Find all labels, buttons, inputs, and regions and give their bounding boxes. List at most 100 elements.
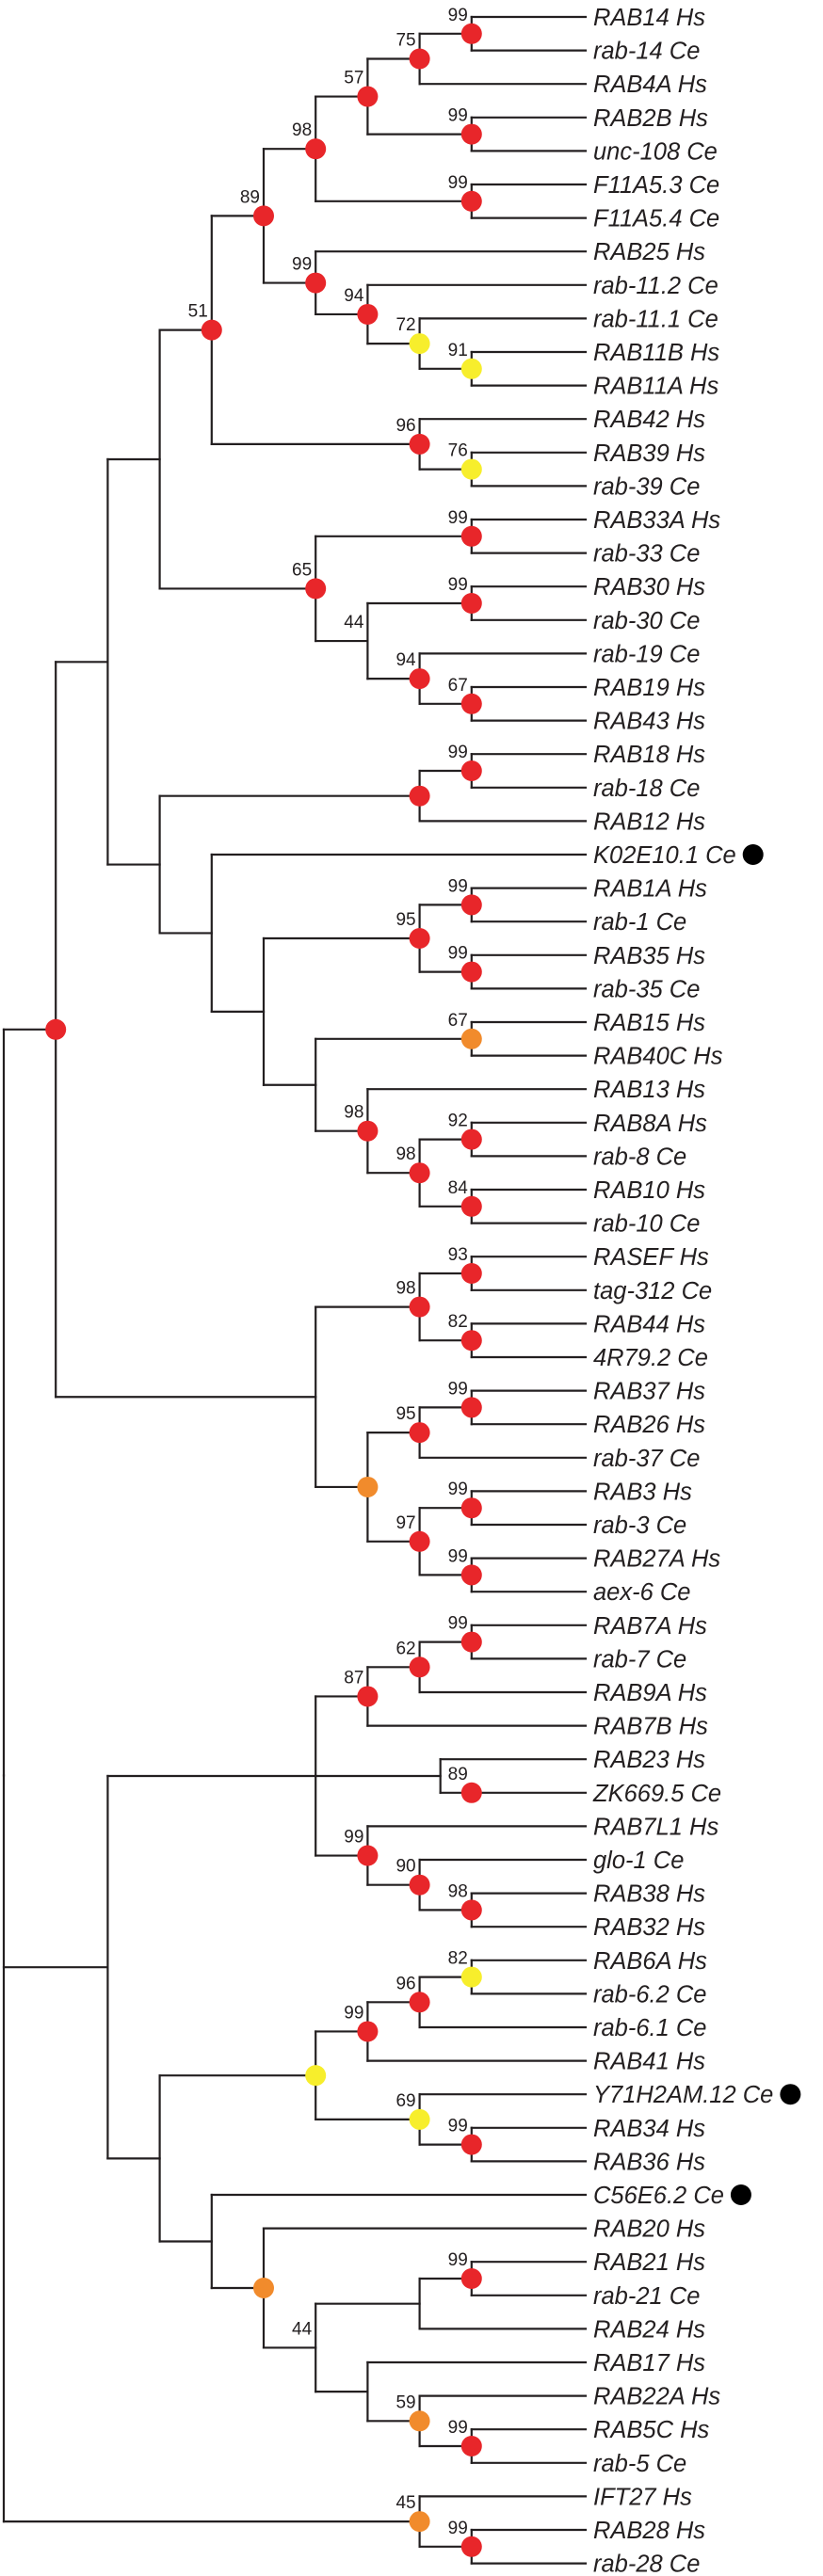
taxon-label: rab-7 Ce [593, 1646, 686, 1672]
support-value: 95 [395, 1404, 415, 1424]
support-value: 62 [395, 1639, 415, 1658]
support-value: 84 [448, 1178, 469, 1198]
support-value: 59 [395, 2392, 415, 2412]
taxon-label: rab-6.1 Ce [593, 2015, 706, 2041]
support-value: 99 [448, 575, 468, 595]
support-value: 99 [448, 6, 468, 25]
taxon-label: RAB44 Hs [593, 1311, 705, 1337]
support-dot-red [460, 1497, 482, 1519]
support-dot-red [253, 205, 274, 227]
taxon-label: RAB32 Hs [593, 1914, 705, 1941]
support-dot-orange [253, 2278, 274, 2299]
support-dot-red [460, 1263, 482, 1284]
support-dot-red [460, 1195, 482, 1217]
support-dot-red [357, 2021, 379, 2042]
taxon-label: RAB11B Hs [593, 340, 719, 366]
support-value: 57 [344, 69, 363, 88]
taxon-label: RAB28 Hs [593, 2518, 705, 2544]
support-value: 99 [448, 2418, 468, 2438]
support-dot-orange [357, 1476, 379, 1497]
taxon-labels: RAB14 Hs rab-14 Ce 99 RAB4A Hs 75 RAB2B Hs unc… [188, 5, 774, 2576]
taxon-label: RAB22A Hs [593, 2384, 720, 2410]
taxon-label: RAB36 Hs [593, 2149, 705, 2175]
support-dot-yellow [460, 458, 482, 480]
support-value: 69 [395, 2091, 415, 2111]
support-dot-red [409, 1656, 430, 1678]
support-value: 92 [448, 1112, 468, 1131]
support-dot-red [357, 86, 379, 107]
taxon-label: RAB39 Hs [593, 440, 705, 467]
taxon-label: RAB14 Hs [593, 5, 705, 31]
support-value: 99 [448, 876, 468, 896]
support-value: 98 [395, 1279, 415, 1299]
taxon-label: RAB12 Hs [593, 808, 705, 835]
taxon-label: RAB30 Hs [593, 574, 705, 600]
support-value: 97 [395, 1513, 415, 1533]
support-dot-orange [409, 2410, 430, 2432]
taxon-label: RAB42 Hs [593, 407, 705, 433]
support-value: 99 [344, 2003, 363, 2023]
support-value: 65 [292, 560, 312, 580]
support-dot-orange [460, 1028, 482, 1049]
support-dot-red [460, 1397, 482, 1418]
support-dot-red [460, 1128, 482, 1150]
taxon-label: 4R79.2 Ce [593, 1345, 708, 1371]
taxon-label: C56E6.2 Ce [593, 2183, 724, 2209]
black-marker-icon [730, 2184, 751, 2205]
support-dot-red [460, 190, 482, 212]
support-dot-yellow [460, 358, 482, 379]
support-value: 99 [448, 1546, 468, 1566]
taxon-label: RAB5C Hs [593, 2417, 710, 2443]
support-value: 87 [344, 1668, 363, 1688]
taxon-label: rab-30 Ce [593, 608, 700, 634]
taxon-label: RAB37 Hs [593, 1379, 705, 1405]
taxon-label: RAB19 Hs [593, 675, 705, 701]
taxon-label: RAB41 Hs [593, 2049, 705, 2075]
support-dot-red [460, 593, 482, 614]
support-value: 51 [188, 302, 208, 322]
support-value: 96 [395, 416, 415, 436]
support-dot-red [305, 272, 327, 294]
taxon-label: aex-6 Ce [593, 1579, 690, 1606]
taxon-label: RAB8A Hs [593, 1111, 707, 1137]
taxon-label: ZK669.5 Ce [592, 1781, 721, 1807]
support-dot-red [357, 303, 379, 325]
taxon-label: RAB33A Hs [593, 507, 720, 534]
taxon-label: rab-11.1 Ce [593, 306, 718, 332]
taxon-label: RAB40C Hs [593, 1044, 723, 1070]
support-dot-red [409, 928, 430, 949]
support-dot-red [409, 1874, 430, 1896]
taxon-label: rab-11.2 Ce [593, 273, 718, 299]
black-marker-icon [780, 2084, 801, 2105]
support-value: 99 [448, 1614, 468, 1634]
taxon-label: RAB23 Hs [593, 1747, 705, 1773]
taxon-label: RAB34 Hs [593, 2116, 705, 2142]
taxon-label: rab-3 Ce [593, 1512, 686, 1539]
taxon-label: unc-108 Ce [593, 138, 718, 165]
taxon-label: tag-312 Ce [593, 1278, 712, 1304]
support-value: 72 [395, 315, 415, 335]
taxon-label: RAB21 Hs [593, 2249, 705, 2276]
support-dot-yellow [409, 333, 430, 355]
taxon-label: RAB3 Hs [593, 1479, 692, 1505]
support-value: 91 [448, 341, 468, 360]
taxon-label: RAB25 Hs [593, 239, 705, 265]
support-dot-red [460, 760, 482, 781]
support-value: 89 [448, 1765, 468, 1784]
taxon-label: IFT27 Hs [593, 2484, 692, 2510]
support-value: 45 [395, 2493, 415, 2513]
support-dot-red [460, 961, 482, 983]
support-dot-red [409, 48, 430, 70]
taxon-label: RAB27A Hs [593, 1546, 720, 1573]
support-dot-red [460, 1899, 482, 1921]
support-dot-yellow [305, 2065, 327, 2087]
support-dot-red [460, 1564, 482, 1586]
support-value: 99 [448, 2117, 468, 2136]
support-value: 98 [395, 1144, 415, 1164]
support-value: 94 [395, 650, 416, 670]
taxon-label: rab-19 Ce [593, 641, 700, 667]
support-dot-red [409, 433, 430, 455]
support-dot-red [460, 894, 482, 916]
support-dot-red [460, 693, 482, 714]
support-value: 99 [448, 743, 468, 762]
